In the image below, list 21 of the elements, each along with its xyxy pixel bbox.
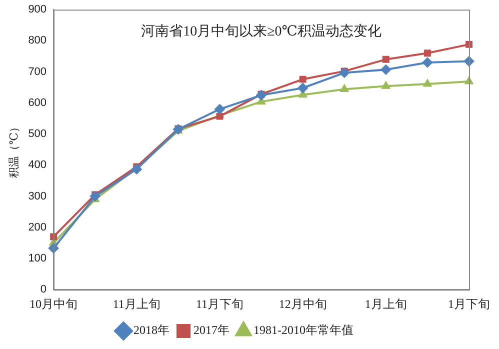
x-tick-label: 1月上旬 xyxy=(364,296,407,311)
x-tick-label: 10月中旬 xyxy=(30,296,78,311)
y-tick-label: 400 xyxy=(28,159,47,172)
y-tick-label: 0 xyxy=(40,284,47,296)
x-tick-label: 12月中旬 xyxy=(278,296,327,311)
x-tick-label: 11月上旬 xyxy=(112,296,160,311)
legend-label: 2018年 xyxy=(134,323,170,338)
y-tick-label: 700 xyxy=(28,66,47,78)
legend-label: 2017年 xyxy=(194,323,230,338)
x-tick-label: 1月下旬 xyxy=(448,296,490,311)
y-tick-label: 100 xyxy=(28,252,47,265)
y-tick-label: 200 xyxy=(28,221,47,234)
y-tick-label: 900 xyxy=(28,4,47,16)
y-tick-label: 800 xyxy=(28,34,47,47)
y-tick-label: 500 xyxy=(28,128,47,140)
text: 河南省10月中旬以来≥0℃积温动态变化 xyxy=(141,23,382,40)
y-tick-label: 300 xyxy=(28,190,47,202)
y-tick-label: 600 xyxy=(28,96,47,109)
x-tick-label: 11月下旬 xyxy=(196,296,244,311)
y-axis-title: 积温（℃） xyxy=(8,121,20,178)
legend-label: 1981-2010年常年值 xyxy=(254,323,354,338)
